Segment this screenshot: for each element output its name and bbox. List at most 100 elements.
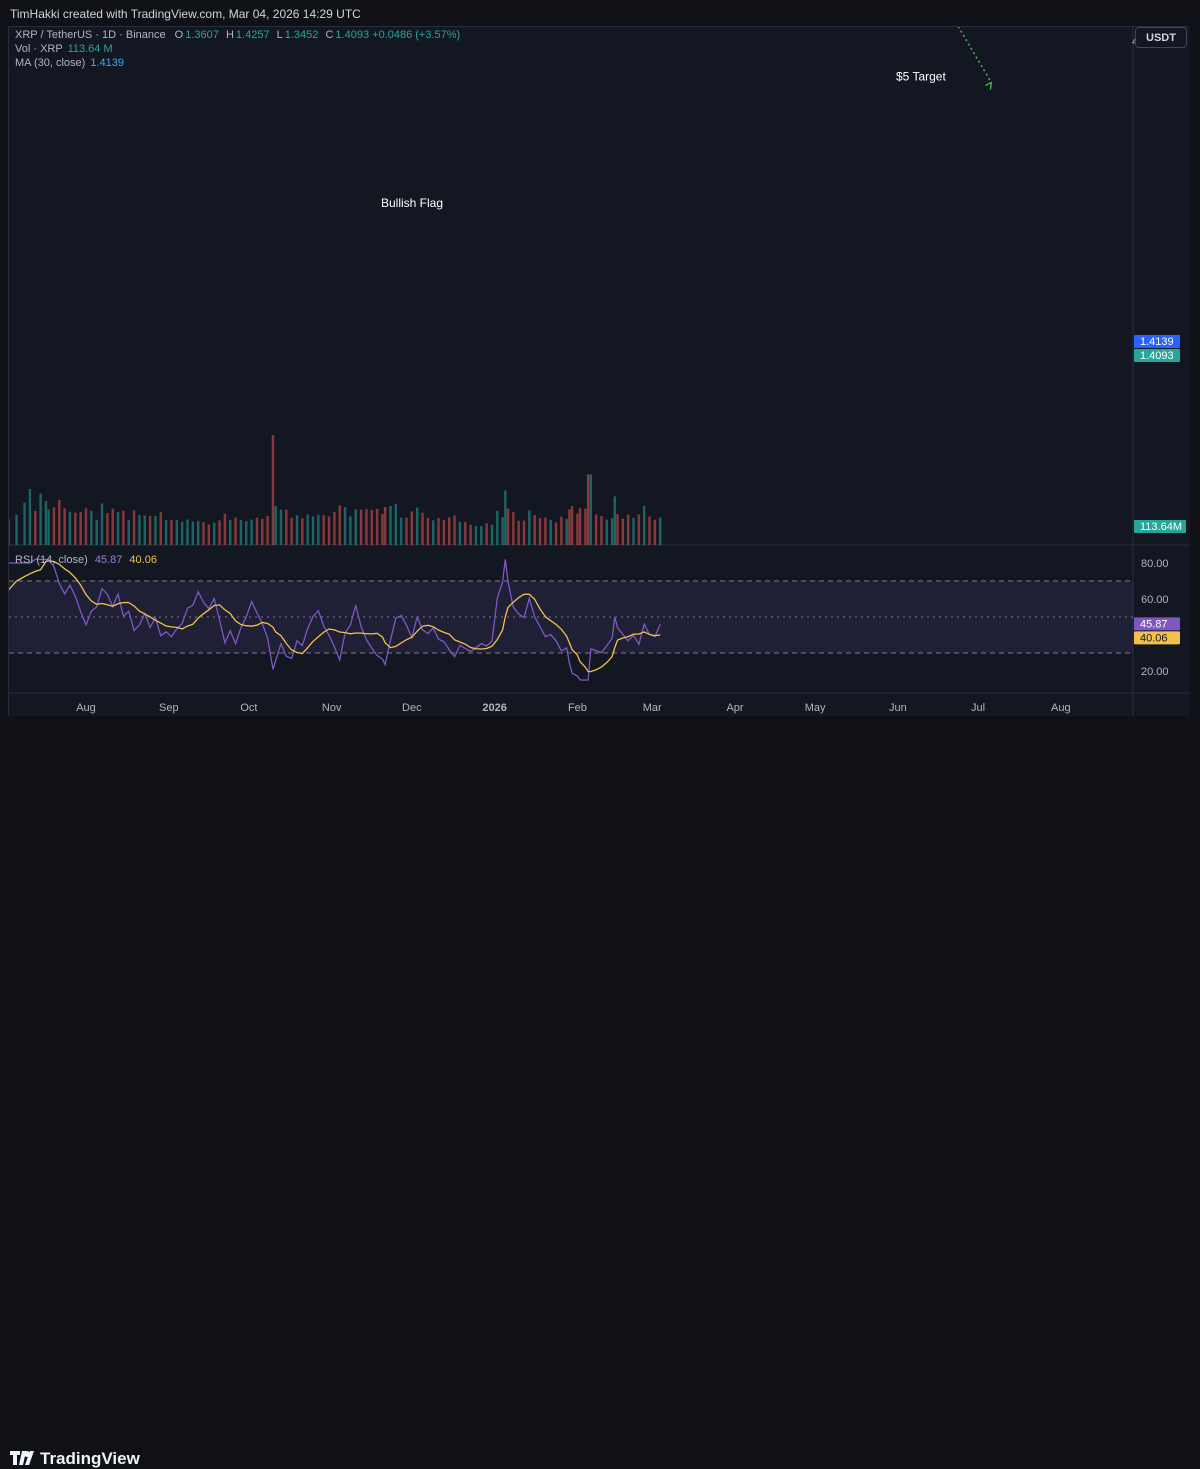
volume-bar (116, 512, 120, 545)
volume-value: 113.64 M (67, 43, 113, 55)
volume-bar (554, 522, 558, 545)
volume-label-text: 113.64M (1140, 521, 1182, 533)
time-axis-tick: Jun (889, 702, 907, 714)
volume-bar (100, 503, 104, 545)
volume-bar (621, 518, 625, 545)
volume-bar (290, 517, 293, 545)
volume-bar (322, 515, 325, 545)
volume-bar (538, 518, 542, 545)
ma-legend: MA (30, close) 1.4139 (15, 57, 124, 69)
volume-bar (354, 509, 357, 545)
tradingview-logo-icon (10, 1451, 34, 1465)
volume-bar (549, 519, 552, 545)
volume-bar (148, 515, 152, 545)
volume-bar (255, 517, 259, 545)
volume-bar (528, 510, 531, 545)
time-axis-tick: Dec (402, 702, 422, 714)
ma-label[interactable]: MA (30, close) (15, 57, 86, 69)
volume-bar (338, 505, 341, 545)
volume-bar (44, 501, 48, 545)
volume-bar (544, 517, 547, 545)
volume-bar (496, 510, 499, 545)
volume-legend: Vol · XRP 113.64 M (15, 43, 113, 55)
volume-bar (343, 507, 347, 545)
bull-arrow-head (985, 81, 993, 90)
volume-bar (250, 519, 253, 545)
volume-bar (79, 512, 82, 545)
volume-bar (421, 512, 424, 545)
rsi-value-label: 45.87 (1140, 618, 1168, 630)
volume-bar (207, 524, 211, 545)
currency-button[interactable]: USDT (1135, 27, 1187, 48)
high-label: H (225, 29, 234, 41)
volume-bar (266, 515, 269, 545)
volume-bar (143, 515, 146, 545)
time-axis-tick: 2026 (482, 702, 506, 714)
volume-bar (605, 519, 609, 545)
volume-bar (432, 520, 435, 545)
price-label-box (1134, 335, 1180, 348)
low-value: 1.3452 (284, 29, 319, 41)
volume-bar (653, 519, 657, 545)
rsi-value-box (1134, 617, 1180, 631)
volume-bar (39, 493, 42, 545)
volume-bar (506, 508, 510, 545)
volume-bar (285, 509, 288, 545)
rsi-ma-value-label: 40.06 (1140, 632, 1168, 644)
ma-value: 1.4139 (90, 57, 125, 69)
bullish-flag-label: Bullish Flag (381, 196, 443, 210)
volume-bar (333, 511, 336, 545)
volume-bar (648, 516, 651, 545)
volume-bar (239, 519, 243, 545)
close-value: 1.4093 (335, 29, 370, 41)
volume-bar (229, 520, 232, 545)
footer: TradingView (0, 716, 1200, 1468)
volume-bar (47, 509, 50, 545)
volume-bar (301, 518, 304, 545)
rsi-axis-tick: 20.00 (1141, 666, 1169, 678)
volume-bar (306, 514, 309, 545)
volume-bar (95, 519, 98, 545)
volume-bar (632, 517, 635, 545)
volume-bar (58, 499, 61, 545)
chart-canvas[interactable]: $3.65 ATH£2 Resistance/ Support$5 Target… (9, 27, 1190, 717)
volume-bar (317, 514, 320, 545)
chart-frame[interactable]: $3.65 ATH£2 Resistance/ Support$5 Target… (8, 26, 1190, 717)
volume-bar (327, 516, 331, 545)
volume-bar (594, 514, 598, 545)
time-axis-tick: Sep (159, 702, 179, 714)
volume-bar (159, 512, 162, 545)
volume-bar (9, 519, 10, 545)
volume-bar (175, 520, 179, 545)
time-axis-tick: Jul (971, 702, 985, 714)
time-axis-tick: Apr (726, 702, 743, 714)
volume-bar (469, 524, 472, 545)
open-label: O (174, 29, 184, 41)
tradingview-logo-text: TradingView (40, 1449, 140, 1468)
volume-label[interactable]: Vol · XRP (15, 43, 63, 55)
volume-bar (381, 513, 384, 545)
volume-bar (442, 520, 446, 545)
volume-bar (578, 508, 582, 545)
target-box-label: $5 Target (896, 69, 946, 83)
volume-bar (218, 520, 221, 545)
volume-bar (426, 518, 430, 545)
open-value: 1.3607 (185, 29, 219, 41)
tradingview-logo[interactable]: TradingView (10, 1449, 140, 1469)
volume-bar (490, 524, 494, 545)
volume-bar (485, 523, 488, 545)
volume-bar (245, 521, 248, 545)
symbol-name[interactable]: XRP / TetherUS · 1D · Binance (15, 29, 166, 41)
volume-bar (589, 474, 592, 545)
volume-bar (34, 510, 37, 545)
volume-bar (437, 518, 440, 545)
rsi-label[interactable]: RSI (14, close) (15, 554, 88, 566)
volume-bar (474, 526, 478, 545)
volume-bar (626, 514, 630, 545)
volume-bar (501, 517, 504, 545)
time-axis-tick: Nov (322, 702, 342, 714)
volume-bar (180, 522, 184, 545)
rsi-ma-value-box (1134, 631, 1180, 645)
rsi-value: 45.87 (94, 554, 123, 566)
volume-bar (576, 513, 579, 545)
